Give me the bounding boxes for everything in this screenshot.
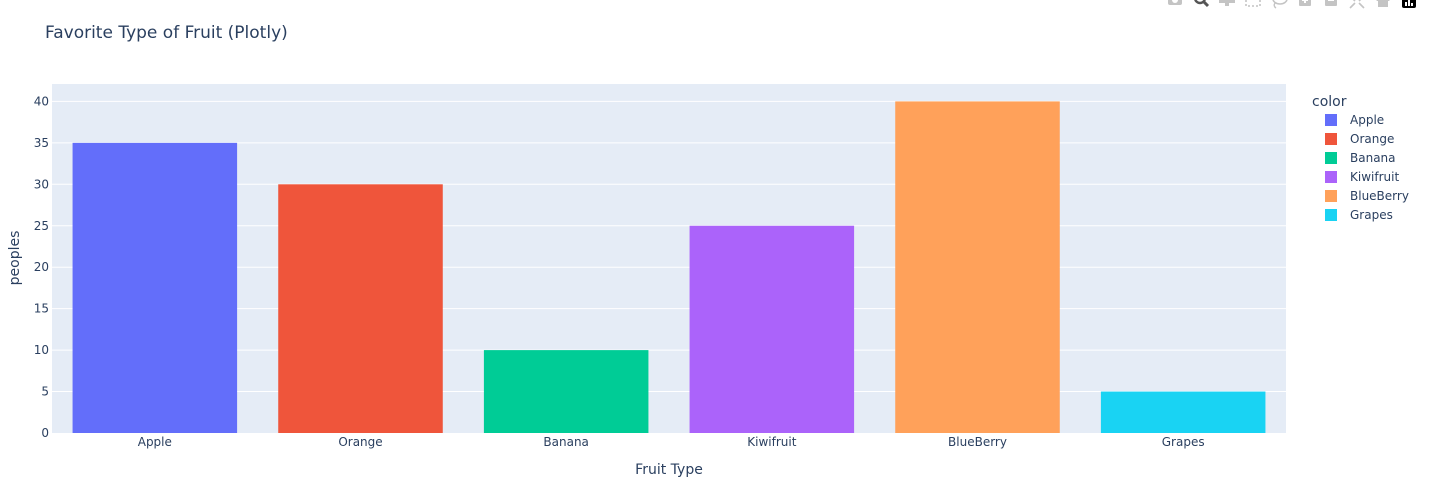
lasso-select-icon[interactable]: [1266, 0, 1292, 10]
legend-label: Grapes: [1350, 208, 1393, 222]
y-tick-label: 0: [41, 426, 49, 440]
y-tick-label: 20: [34, 260, 49, 274]
y-tick-label: 10: [34, 343, 49, 357]
x-tick-label: Banana: [543, 435, 589, 449]
x-tick-label: Apple: [138, 435, 172, 449]
legend-swatch: [1325, 114, 1337, 126]
bars: [72, 101, 1266, 433]
camera-icon[interactable]: [1162, 0, 1188, 10]
legend-item-grapes[interactable]: Grapes: [1325, 208, 1393, 222]
legend-swatch: [1325, 171, 1337, 183]
x-tick-label: BlueBerry: [948, 435, 1007, 449]
legend-item-banana[interactable]: Banana: [1325, 151, 1396, 165]
box-select-icon[interactable]: [1240, 0, 1266, 10]
bar-blueberry: [895, 101, 1060, 433]
y-tick-label: 15: [34, 302, 49, 316]
legend-label: Kiwifruit: [1350, 170, 1399, 184]
y-tick-label: 5: [41, 385, 49, 399]
legend-swatch: [1325, 209, 1337, 221]
gridlines: [52, 100, 1286, 393]
legend: color Apple Orange Banana Kiwifruit BlueBerr…: [1312, 94, 1409, 222]
legend-label: Orange: [1350, 132, 1394, 146]
legend-label: Apple: [1350, 113, 1384, 127]
legend-swatch: [1325, 190, 1337, 202]
legend-item-orange[interactable]: Orange: [1325, 132, 1394, 146]
plotly-logo-icon[interactable]: [1396, 0, 1422, 10]
pan-icon[interactable]: [1214, 0, 1240, 10]
x-tick-label: Grapes: [1162, 435, 1205, 449]
x-tick-label: Orange: [338, 435, 382, 449]
legend-swatch: [1325, 152, 1337, 164]
bar-apple: [72, 142, 238, 433]
legend-items: Apple Orange Banana Kiwifruit BlueBerry Grape…: [1325, 113, 1409, 222]
x-axis-ticks: Apple Orange Banana Kiwifruit BlueBerry Grape…: [138, 435, 1205, 449]
y-axis-ticks: 0 5 10 15 20 25 30 35 40: [34, 94, 49, 440]
zoom-icon[interactable]: [1188, 0, 1214, 10]
reset-axes-icon[interactable]: [1370, 0, 1396, 10]
bar-banana: [483, 350, 649, 433]
legend-label: BlueBerry: [1350, 189, 1409, 203]
x-tick-label: Kiwifruit: [747, 435, 796, 449]
zoom-in-icon[interactable]: [1292, 0, 1318, 10]
plot-area: [52, 84, 1286, 433]
zoom-out-icon[interactable]: [1318, 0, 1344, 10]
y-tick-label: 25: [34, 219, 49, 233]
bar-kiwifruit: [689, 225, 855, 433]
modebar: [1162, 0, 1422, 10]
y-axis-title: peoples: [7, 231, 23, 286]
bar-grapes: [1100, 391, 1266, 433]
bar-orange: [278, 184, 443, 433]
legend-item-kiwifruit[interactable]: Kiwifruit: [1325, 170, 1399, 184]
legend-label: Banana: [1350, 151, 1396, 165]
legend-item-apple[interactable]: Apple: [1325, 113, 1384, 127]
y-tick-label: 35: [34, 136, 49, 150]
legend-title: color: [1312, 94, 1347, 110]
chart-title: Favorite Type of Fruit (Plotly): [45, 23, 288, 43]
legend-item-blueberry[interactable]: BlueBerry: [1325, 189, 1409, 203]
y-tick-label: 30: [34, 177, 49, 191]
y-tick-label: 40: [34, 94, 49, 108]
x-axis-title: Fruit Type: [635, 462, 703, 478]
legend-swatch: [1325, 133, 1337, 145]
